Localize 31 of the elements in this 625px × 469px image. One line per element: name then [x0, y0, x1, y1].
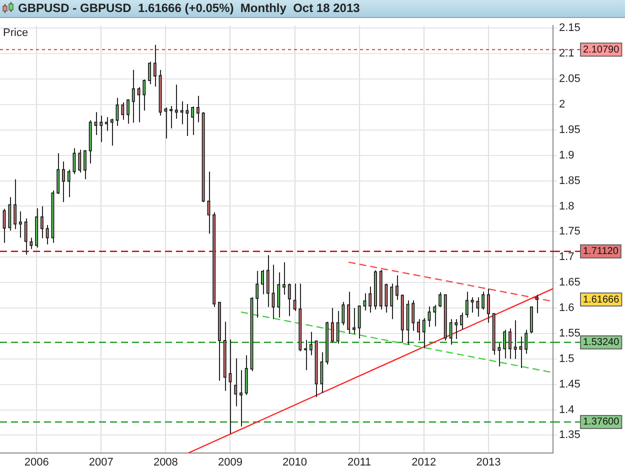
ref-line-label: 1.37600: [583, 416, 620, 428]
ref-line-label: 1.53240: [583, 337, 620, 348]
y-tick-label: 1.65: [559, 276, 580, 289]
y-tick-label: 2: [559, 98, 566, 110]
y-tick-label: 1.4: [559, 404, 574, 416]
y-tick-label: 1.7: [559, 251, 574, 264]
x-tick-label: 2007: [88, 456, 114, 469]
y-tick-label: 1.45: [559, 378, 580, 390]
y-tick-label: 1.5: [559, 352, 574, 365]
y-tick-label: 1.55: [559, 327, 580, 340]
x-tick-label: 2012: [412, 456, 436, 469]
x-tick-label: 2006: [24, 456, 49, 469]
x-tick-label: 2010: [282, 456, 308, 469]
chart-title: GBPUSD - GBPUSD 1.61666 (+0.05%) Monthly Oct 18 2013: [18, 1, 360, 15]
ref-line-label: 1.71120: [583, 246, 619, 258]
y-tick-label: 2.15: [559, 22, 580, 34]
y-tick-label: 1.75: [559, 226, 580, 238]
y-tick-label: 1.6: [559, 302, 574, 314]
x-tick-label: 2011: [348, 456, 372, 469]
y-axis-title: Price: [3, 27, 28, 40]
y-tick-label: 1.8: [559, 200, 574, 212]
y-tick-label: 1.85: [559, 174, 580, 187]
y-tick-label: 1.9: [559, 149, 574, 162]
text: 1.61666: [583, 294, 620, 306]
x-tick-label: 2008: [153, 456, 178, 469]
ref-line-label: 2.10790: [583, 44, 620, 56]
y-tick-label: 1.95: [559, 124, 580, 136]
x-tick-label: 2013: [476, 456, 501, 469]
y-tick-label: 1.35: [559, 429, 580, 442]
y-tick-label: 2.05: [559, 73, 580, 86]
x-tick-label: 2009: [218, 456, 242, 469]
